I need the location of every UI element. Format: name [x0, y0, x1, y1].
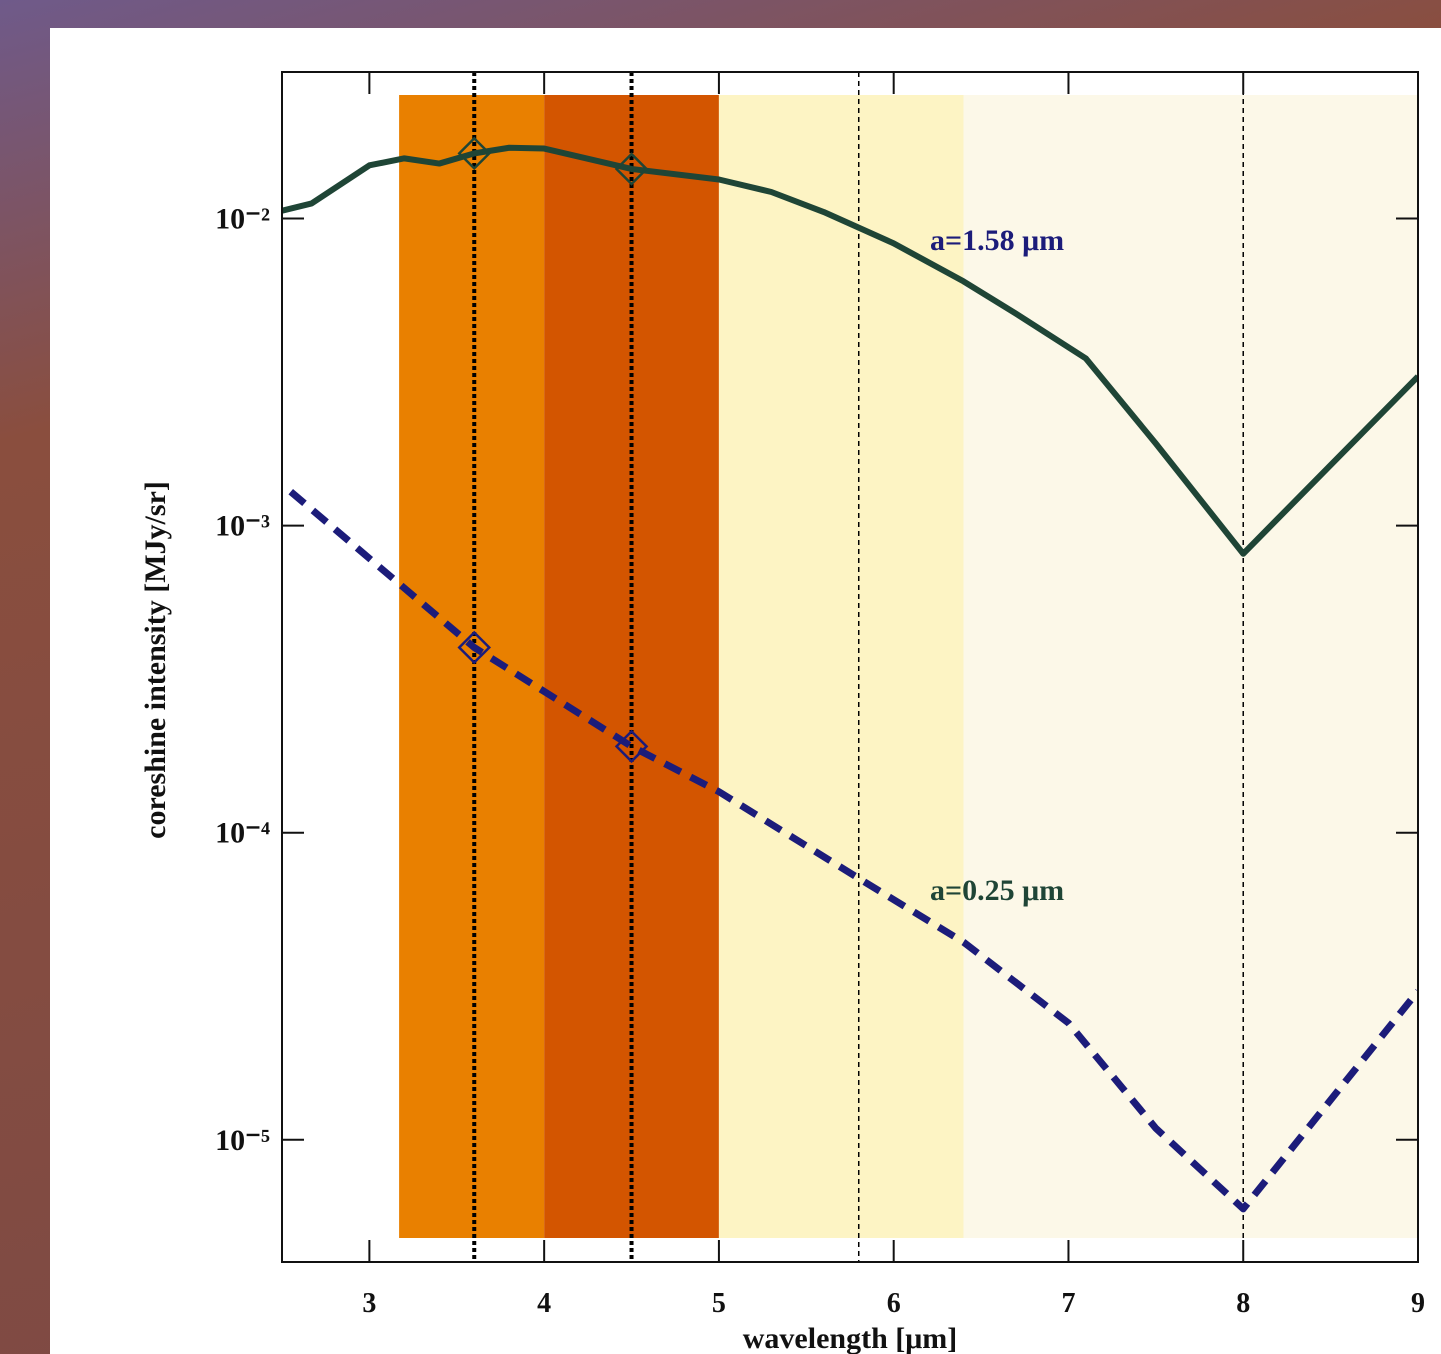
y-axis-label: coreshine intensity [MJy/sr] — [139, 481, 172, 839]
y-tick-label: 10⁻⁴ — [215, 817, 270, 850]
x-tick-label: 4 — [537, 1288, 551, 1319]
plot-area — [282, 72, 1418, 1262]
y-tick-label: 10⁻³ — [215, 510, 270, 543]
band — [399, 95, 544, 1238]
x-tick-label: 5 — [712, 1288, 726, 1319]
series-label: a=1.58 μm — [930, 224, 1064, 257]
x-tick-label: 6 — [887, 1288, 901, 1319]
x-tick-label: 3 — [362, 1288, 376, 1319]
series-label: a=0.25 μm — [930, 874, 1064, 907]
chart: wavelength [μm] coreshine intensity [MJy… — [0, 0, 1441, 1354]
band — [719, 95, 964, 1238]
x-tick-label: 9 — [1411, 1288, 1425, 1319]
page: wavelength [μm] coreshine intensity [MJy… — [0, 0, 1441, 1354]
x-axis-label: wavelength [μm] — [743, 1322, 957, 1354]
y-tick-label: 10⁻⁵ — [215, 1124, 270, 1157]
y-tick-label: 10⁻² — [215, 203, 270, 236]
x-tick-label: 8 — [1236, 1288, 1250, 1319]
x-tick-label: 7 — [1061, 1288, 1075, 1319]
band — [964, 95, 1418, 1238]
